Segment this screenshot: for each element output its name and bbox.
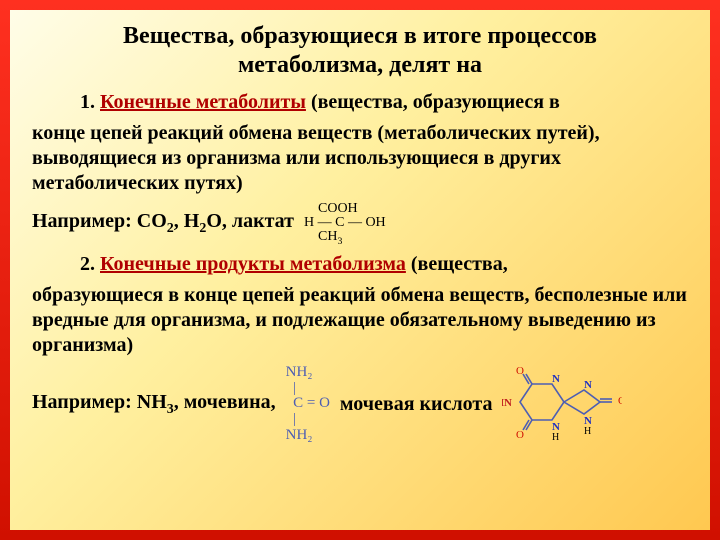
uric-H2: H (584, 426, 591, 437)
ur-l5: NH₂ (286, 427, 313, 443)
lac-l2: H — C — OH (304, 216, 386, 230)
uric-O1: O (517, 365, 525, 377)
uric-HN1: HN (502, 397, 512, 409)
item-1-num: 1. (80, 91, 100, 113)
slide-content: Вещества, образующиеся в итоге процессов… (10, 10, 710, 530)
item-2-num: 2. (80, 253, 100, 275)
slide-title: Вещества, образующиеся в итоге процессов… (32, 22, 688, 80)
lactate-formula: COOH H — C — OH CH3 (304, 202, 386, 247)
ur-l2: | (286, 380, 297, 396)
uric-H1: H (552, 432, 559, 443)
ex1-c: O, лактат (206, 210, 294, 232)
ur-l4: | (286, 411, 297, 427)
item-2-term: Конечные продукты метаболизма (100, 253, 406, 275)
item-1: 1. Конечные метаболиты (вещества, образу… (32, 90, 688, 115)
ur-l3: C = O (286, 395, 330, 411)
uric-acid-structure: O O O HN N N N N H H (502, 364, 622, 444)
slide-outer-frame: Вещества, образующиеся в итоге процессов… (0, 0, 720, 540)
lac-l1: COOH (304, 202, 386, 216)
example-2-text-b: мочевая кислота (340, 393, 493, 416)
uric-O2: O (517, 429, 525, 441)
example-1-text: Например: CO2, H2O, лактат (32, 210, 294, 237)
example-1-row: Например: CO2, H2O, лактат COOH H — C — … (32, 202, 688, 247)
ex1-a: Например: CO (32, 210, 167, 232)
title-line-1: Вещества, образующиеся в итоге процессов (123, 23, 597, 49)
title-line-2: метаболизма, делят на (238, 52, 482, 78)
ex2-a: Например: NH (32, 391, 167, 413)
uric-N3: N (584, 379, 592, 391)
lac-l4: CH3 (304, 230, 386, 247)
item-2: 2. Конечные продукты метаболизма (вещест… (32, 252, 688, 277)
ex1-b: , H (174, 210, 200, 232)
uric-N1: N (552, 373, 560, 385)
item-2-cont: образующиеся в конце цепей реакций обмен… (32, 283, 688, 358)
example-2-row: Например: NH3, мочевина, NH₂ | C = O | N… (32, 364, 688, 444)
ex2-b: , мочевина, (174, 391, 276, 413)
ur-l1: NH₂ (286, 364, 313, 380)
item-2-rest1: (вещества, (406, 253, 508, 275)
urea-formula: NH₂ | C = O | NH₂ (286, 365, 330, 444)
uric-O3: O (618, 395, 622, 407)
example-2-text-a: Например: NH3, мочевина, (32, 391, 276, 418)
item-1-term: Конечные метаболиты (100, 91, 306, 113)
item-1-cont: конце цепей реакций обмена веществ (мета… (32, 121, 688, 196)
item-1-rest1: (вещества, образующиеся в (306, 91, 560, 113)
